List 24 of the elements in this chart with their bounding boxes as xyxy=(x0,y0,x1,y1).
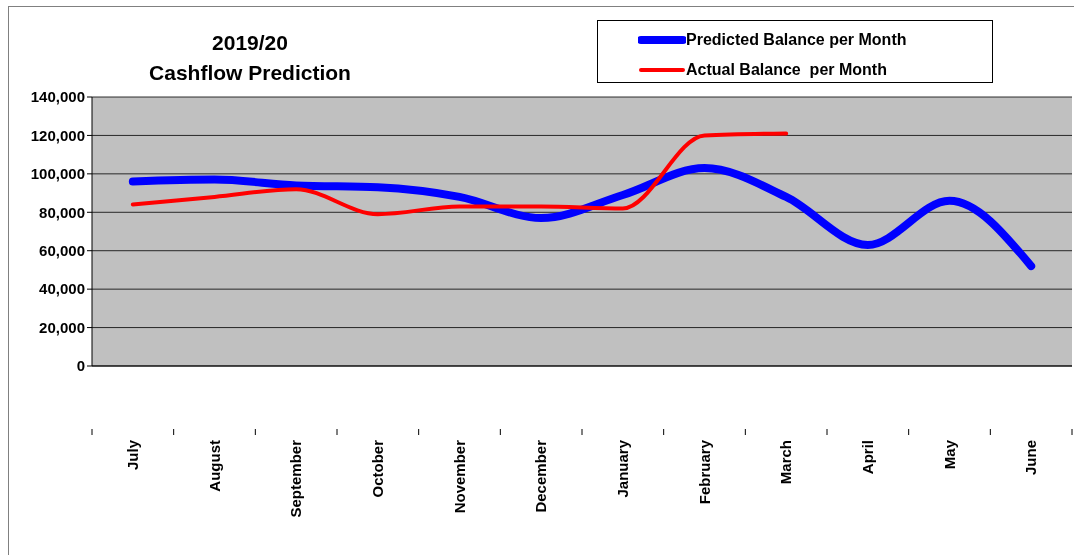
y-tick-label: 60,000 xyxy=(39,242,85,260)
chart-title: 2019/20 Cashflow Prediction xyxy=(148,30,352,86)
x-tick-label: August xyxy=(205,440,223,492)
x-tick-label: October xyxy=(369,439,387,498)
x-tick-label: June xyxy=(1022,440,1040,476)
y-tick-label: 40,000 xyxy=(39,280,85,298)
y-tick-label: 20,000 xyxy=(39,318,85,336)
y-tick-label: 140,000 xyxy=(30,88,85,106)
legend-label: Predicted Balance per Month xyxy=(686,31,907,49)
legend-label: Actual Balance per Month xyxy=(686,61,887,79)
y-tick-label: 120,000 xyxy=(30,126,85,144)
x-tick-label: September xyxy=(287,439,305,518)
x-tick-label: May xyxy=(940,439,958,470)
x-tick-label: January xyxy=(614,439,632,498)
x-tick-label: November xyxy=(450,439,468,514)
x-tick-label: July xyxy=(124,439,142,471)
x-tick-label: April xyxy=(859,440,877,475)
y-tick-label: 100,000 xyxy=(30,165,85,183)
x-tick-label: December xyxy=(532,439,550,513)
line-series xyxy=(130,131,789,217)
y-tick-label: 80,000 xyxy=(39,203,85,221)
x-tick-label: February xyxy=(695,439,713,505)
y-tick-label: 0 xyxy=(76,357,85,375)
x-tick-label: March xyxy=(777,440,795,485)
